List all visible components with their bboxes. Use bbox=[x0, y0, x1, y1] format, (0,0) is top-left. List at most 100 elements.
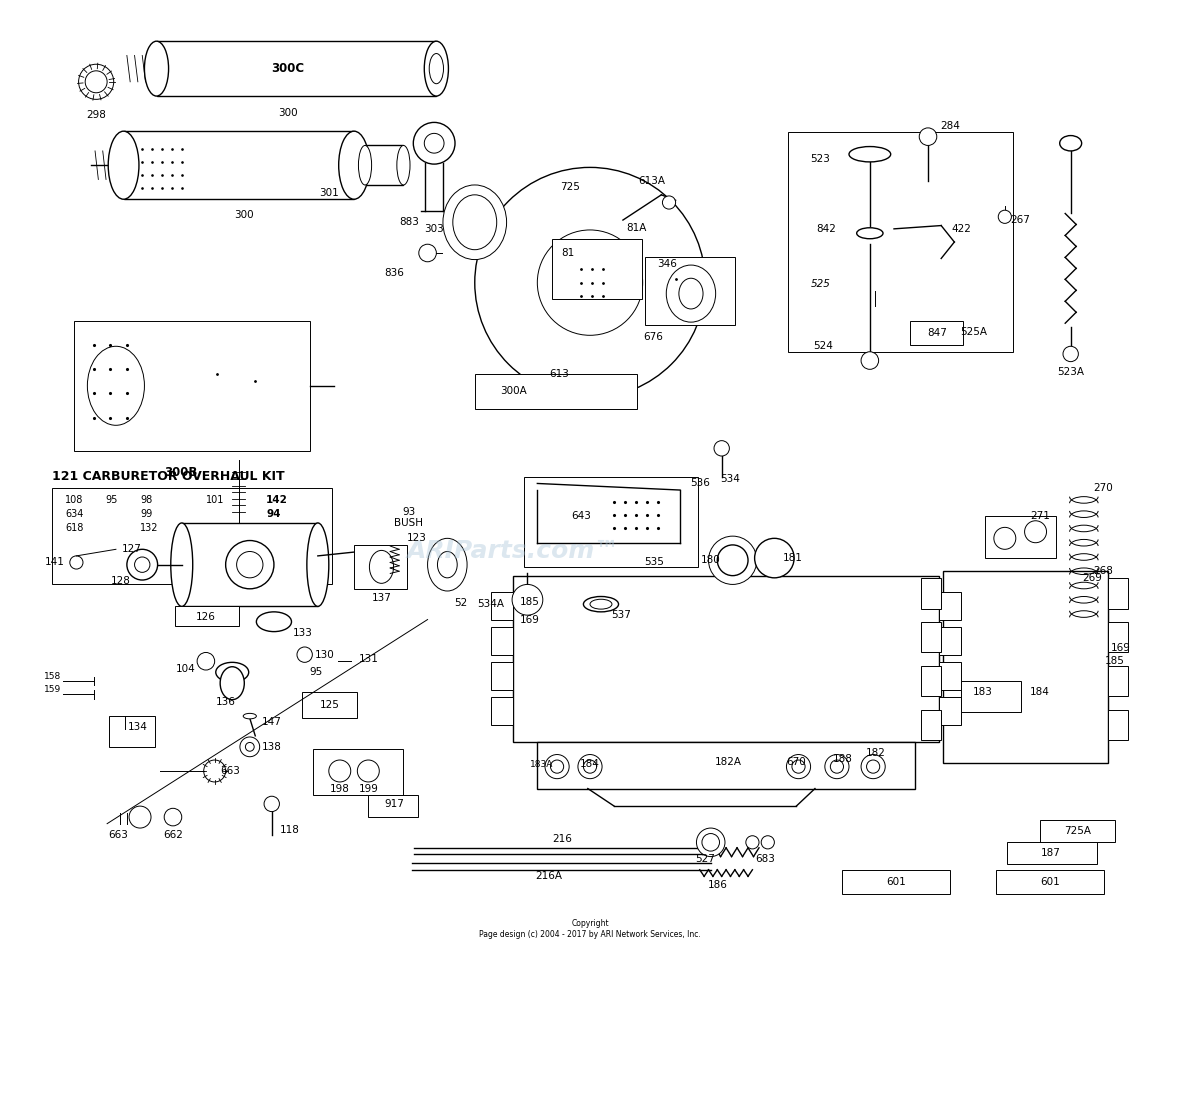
Text: 185: 185 bbox=[519, 597, 539, 607]
Bar bbox=[961, 681, 1022, 711]
Bar bbox=[922, 578, 942, 609]
Text: 613: 613 bbox=[550, 368, 569, 378]
Text: 188: 188 bbox=[832, 754, 852, 764]
Circle shape bbox=[578, 754, 602, 779]
Circle shape bbox=[135, 557, 150, 572]
Text: 725A: 725A bbox=[1063, 826, 1090, 836]
Circle shape bbox=[919, 128, 937, 146]
Text: 108: 108 bbox=[65, 495, 84, 505]
Ellipse shape bbox=[216, 662, 249, 682]
Text: 133: 133 bbox=[293, 628, 313, 638]
Text: 158: 158 bbox=[44, 672, 61, 682]
Bar bbox=[474, 374, 637, 409]
Text: 159: 159 bbox=[44, 685, 61, 694]
Text: 601: 601 bbox=[1040, 877, 1060, 887]
Text: 142: 142 bbox=[267, 495, 288, 505]
Text: 676: 676 bbox=[644, 332, 663, 343]
Text: 534A: 534A bbox=[478, 599, 504, 609]
Bar bbox=[74, 321, 310, 450]
Text: 118: 118 bbox=[280, 825, 300, 835]
Text: 634: 634 bbox=[65, 510, 84, 520]
Text: 127: 127 bbox=[122, 544, 142, 555]
Ellipse shape bbox=[171, 523, 192, 607]
Text: 269: 269 bbox=[1083, 572, 1102, 582]
Ellipse shape bbox=[430, 54, 444, 84]
Text: 180: 180 bbox=[701, 555, 721, 565]
Text: 126: 126 bbox=[196, 612, 216, 622]
Bar bbox=[922, 665, 942, 696]
Text: 267: 267 bbox=[1010, 215, 1030, 225]
Text: 94: 94 bbox=[267, 510, 281, 520]
Text: 725: 725 bbox=[560, 182, 581, 192]
Circle shape bbox=[204, 760, 225, 782]
Text: 300: 300 bbox=[235, 210, 254, 219]
Text: 537: 537 bbox=[611, 610, 630, 620]
Text: 216A: 216A bbox=[535, 871, 562, 881]
Ellipse shape bbox=[359, 146, 372, 185]
Ellipse shape bbox=[339, 131, 369, 200]
Text: 662: 662 bbox=[163, 829, 183, 839]
Ellipse shape bbox=[87, 346, 144, 426]
Text: 136: 136 bbox=[216, 697, 236, 707]
Ellipse shape bbox=[453, 195, 497, 249]
Text: 836: 836 bbox=[385, 268, 405, 278]
Bar bbox=[922, 622, 942, 653]
Bar bbox=[996, 870, 1103, 893]
Bar bbox=[175, 607, 238, 627]
Ellipse shape bbox=[427, 538, 467, 591]
Circle shape bbox=[225, 540, 274, 589]
Text: 130: 130 bbox=[315, 650, 334, 660]
Text: 104: 104 bbox=[176, 664, 196, 674]
Text: 81A: 81A bbox=[625, 223, 647, 233]
Circle shape bbox=[755, 538, 794, 578]
Ellipse shape bbox=[221, 666, 244, 699]
Text: 181: 181 bbox=[784, 553, 802, 564]
Text: 643: 643 bbox=[571, 512, 591, 522]
Text: 847: 847 bbox=[926, 328, 946, 339]
Text: 95: 95 bbox=[105, 495, 117, 505]
Text: 187: 187 bbox=[1041, 848, 1061, 858]
Circle shape bbox=[70, 556, 83, 569]
Circle shape bbox=[474, 168, 706, 398]
Bar bbox=[1108, 578, 1128, 609]
Bar bbox=[922, 709, 942, 740]
Circle shape bbox=[237, 552, 263, 578]
Text: 284: 284 bbox=[940, 120, 959, 130]
Text: 186: 186 bbox=[707, 880, 727, 890]
Circle shape bbox=[866, 760, 880, 773]
Text: 670: 670 bbox=[786, 757, 806, 768]
Text: 185: 185 bbox=[1104, 656, 1125, 666]
Bar bbox=[939, 697, 961, 725]
Text: 883: 883 bbox=[399, 217, 419, 227]
Bar bbox=[939, 628, 961, 655]
Bar bbox=[537, 742, 914, 789]
Circle shape bbox=[85, 71, 107, 93]
Bar bbox=[911, 321, 963, 345]
Bar bbox=[1108, 709, 1128, 740]
Ellipse shape bbox=[369, 550, 394, 583]
Bar bbox=[314, 749, 404, 795]
Bar bbox=[302, 692, 358, 718]
Text: 346: 346 bbox=[657, 259, 677, 269]
Bar bbox=[939, 592, 961, 620]
Ellipse shape bbox=[590, 599, 612, 609]
Text: 137: 137 bbox=[372, 592, 392, 602]
Bar bbox=[787, 132, 1012, 352]
Text: 93: 93 bbox=[402, 507, 415, 517]
Circle shape bbox=[297, 647, 313, 662]
Text: 917: 917 bbox=[385, 799, 405, 808]
Text: 663: 663 bbox=[109, 829, 129, 839]
Circle shape bbox=[164, 808, 182, 826]
Circle shape bbox=[537, 229, 643, 335]
Text: 613A: 613A bbox=[638, 175, 666, 185]
Bar bbox=[491, 628, 513, 655]
Bar bbox=[124, 131, 354, 200]
Bar bbox=[943, 571, 1108, 763]
Text: 132: 132 bbox=[140, 524, 158, 534]
Circle shape bbox=[419, 244, 437, 261]
Text: 618: 618 bbox=[65, 524, 84, 534]
Circle shape bbox=[998, 211, 1011, 224]
Text: 184: 184 bbox=[581, 759, 599, 770]
Ellipse shape bbox=[848, 147, 891, 162]
Bar bbox=[182, 523, 317, 607]
